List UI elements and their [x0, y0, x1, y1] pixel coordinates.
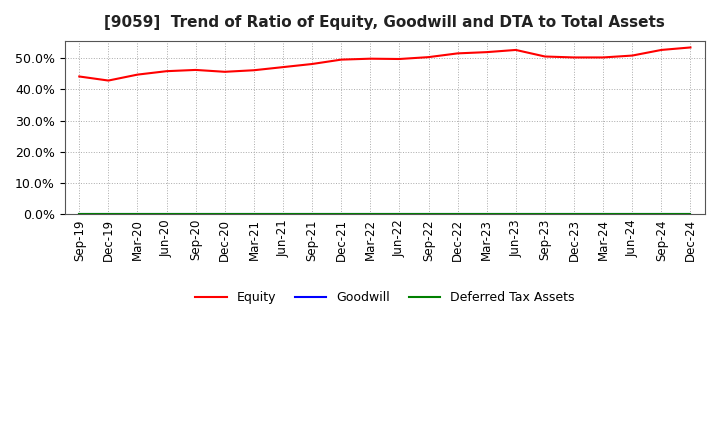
- Goodwill: [395, 212, 404, 217]
- Equity: [220, 69, 229, 74]
- Deferred Tax Assets: [337, 212, 346, 217]
- Deferred Tax Assets: [628, 212, 636, 217]
- Goodwill: [424, 212, 433, 217]
- Deferred Tax Assets: [279, 212, 287, 217]
- Goodwill: [657, 212, 666, 217]
- Deferred Tax Assets: [192, 212, 200, 217]
- Goodwill: [133, 212, 142, 217]
- Deferred Tax Assets: [570, 212, 578, 217]
- Equity: [686, 45, 695, 50]
- Equity: [337, 57, 346, 62]
- Line: Equity: Equity: [79, 48, 690, 81]
- Goodwill: [220, 212, 229, 217]
- Equity: [541, 54, 549, 59]
- Deferred Tax Assets: [395, 212, 404, 217]
- Equity: [424, 55, 433, 60]
- Deferred Tax Assets: [424, 212, 433, 217]
- Goodwill: [104, 212, 113, 217]
- Deferred Tax Assets: [366, 212, 374, 217]
- Equity: [511, 48, 520, 53]
- Legend: Equity, Goodwill, Deferred Tax Assets: Equity, Goodwill, Deferred Tax Assets: [190, 286, 580, 309]
- Goodwill: [337, 212, 346, 217]
- Equity: [570, 55, 578, 60]
- Goodwill: [75, 212, 84, 217]
- Equity: [75, 74, 84, 79]
- Deferred Tax Assets: [307, 212, 316, 217]
- Deferred Tax Assets: [104, 212, 113, 217]
- Deferred Tax Assets: [599, 212, 608, 217]
- Equity: [395, 56, 404, 62]
- Deferred Tax Assets: [511, 212, 520, 217]
- Equity: [628, 53, 636, 58]
- Goodwill: [482, 212, 491, 217]
- Goodwill: [366, 212, 374, 217]
- Goodwill: [307, 212, 316, 217]
- Deferred Tax Assets: [133, 212, 142, 217]
- Deferred Tax Assets: [454, 212, 462, 217]
- Goodwill: [279, 212, 287, 217]
- Equity: [307, 61, 316, 66]
- Equity: [482, 49, 491, 55]
- Deferred Tax Assets: [75, 212, 84, 217]
- Goodwill: [599, 212, 608, 217]
- Equity: [104, 78, 113, 83]
- Goodwill: [511, 212, 520, 217]
- Equity: [657, 48, 666, 53]
- Goodwill: [570, 212, 578, 217]
- Goodwill: [541, 212, 549, 217]
- Deferred Tax Assets: [162, 212, 171, 217]
- Deferred Tax Assets: [657, 212, 666, 217]
- Equity: [599, 55, 608, 60]
- Goodwill: [250, 212, 258, 217]
- Title: [9059]  Trend of Ratio of Equity, Goodwill and DTA to Total Assets: [9059] Trend of Ratio of Equity, Goodwil…: [104, 15, 665, 30]
- Goodwill: [192, 212, 200, 217]
- Goodwill: [686, 212, 695, 217]
- Equity: [192, 67, 200, 73]
- Equity: [279, 65, 287, 70]
- Deferred Tax Assets: [220, 212, 229, 217]
- Equity: [250, 68, 258, 73]
- Goodwill: [628, 212, 636, 217]
- Deferred Tax Assets: [250, 212, 258, 217]
- Equity: [454, 51, 462, 56]
- Deferred Tax Assets: [686, 212, 695, 217]
- Equity: [366, 56, 374, 61]
- Goodwill: [162, 212, 171, 217]
- Deferred Tax Assets: [541, 212, 549, 217]
- Equity: [133, 72, 142, 77]
- Equity: [162, 69, 171, 74]
- Goodwill: [454, 212, 462, 217]
- Deferred Tax Assets: [482, 212, 491, 217]
